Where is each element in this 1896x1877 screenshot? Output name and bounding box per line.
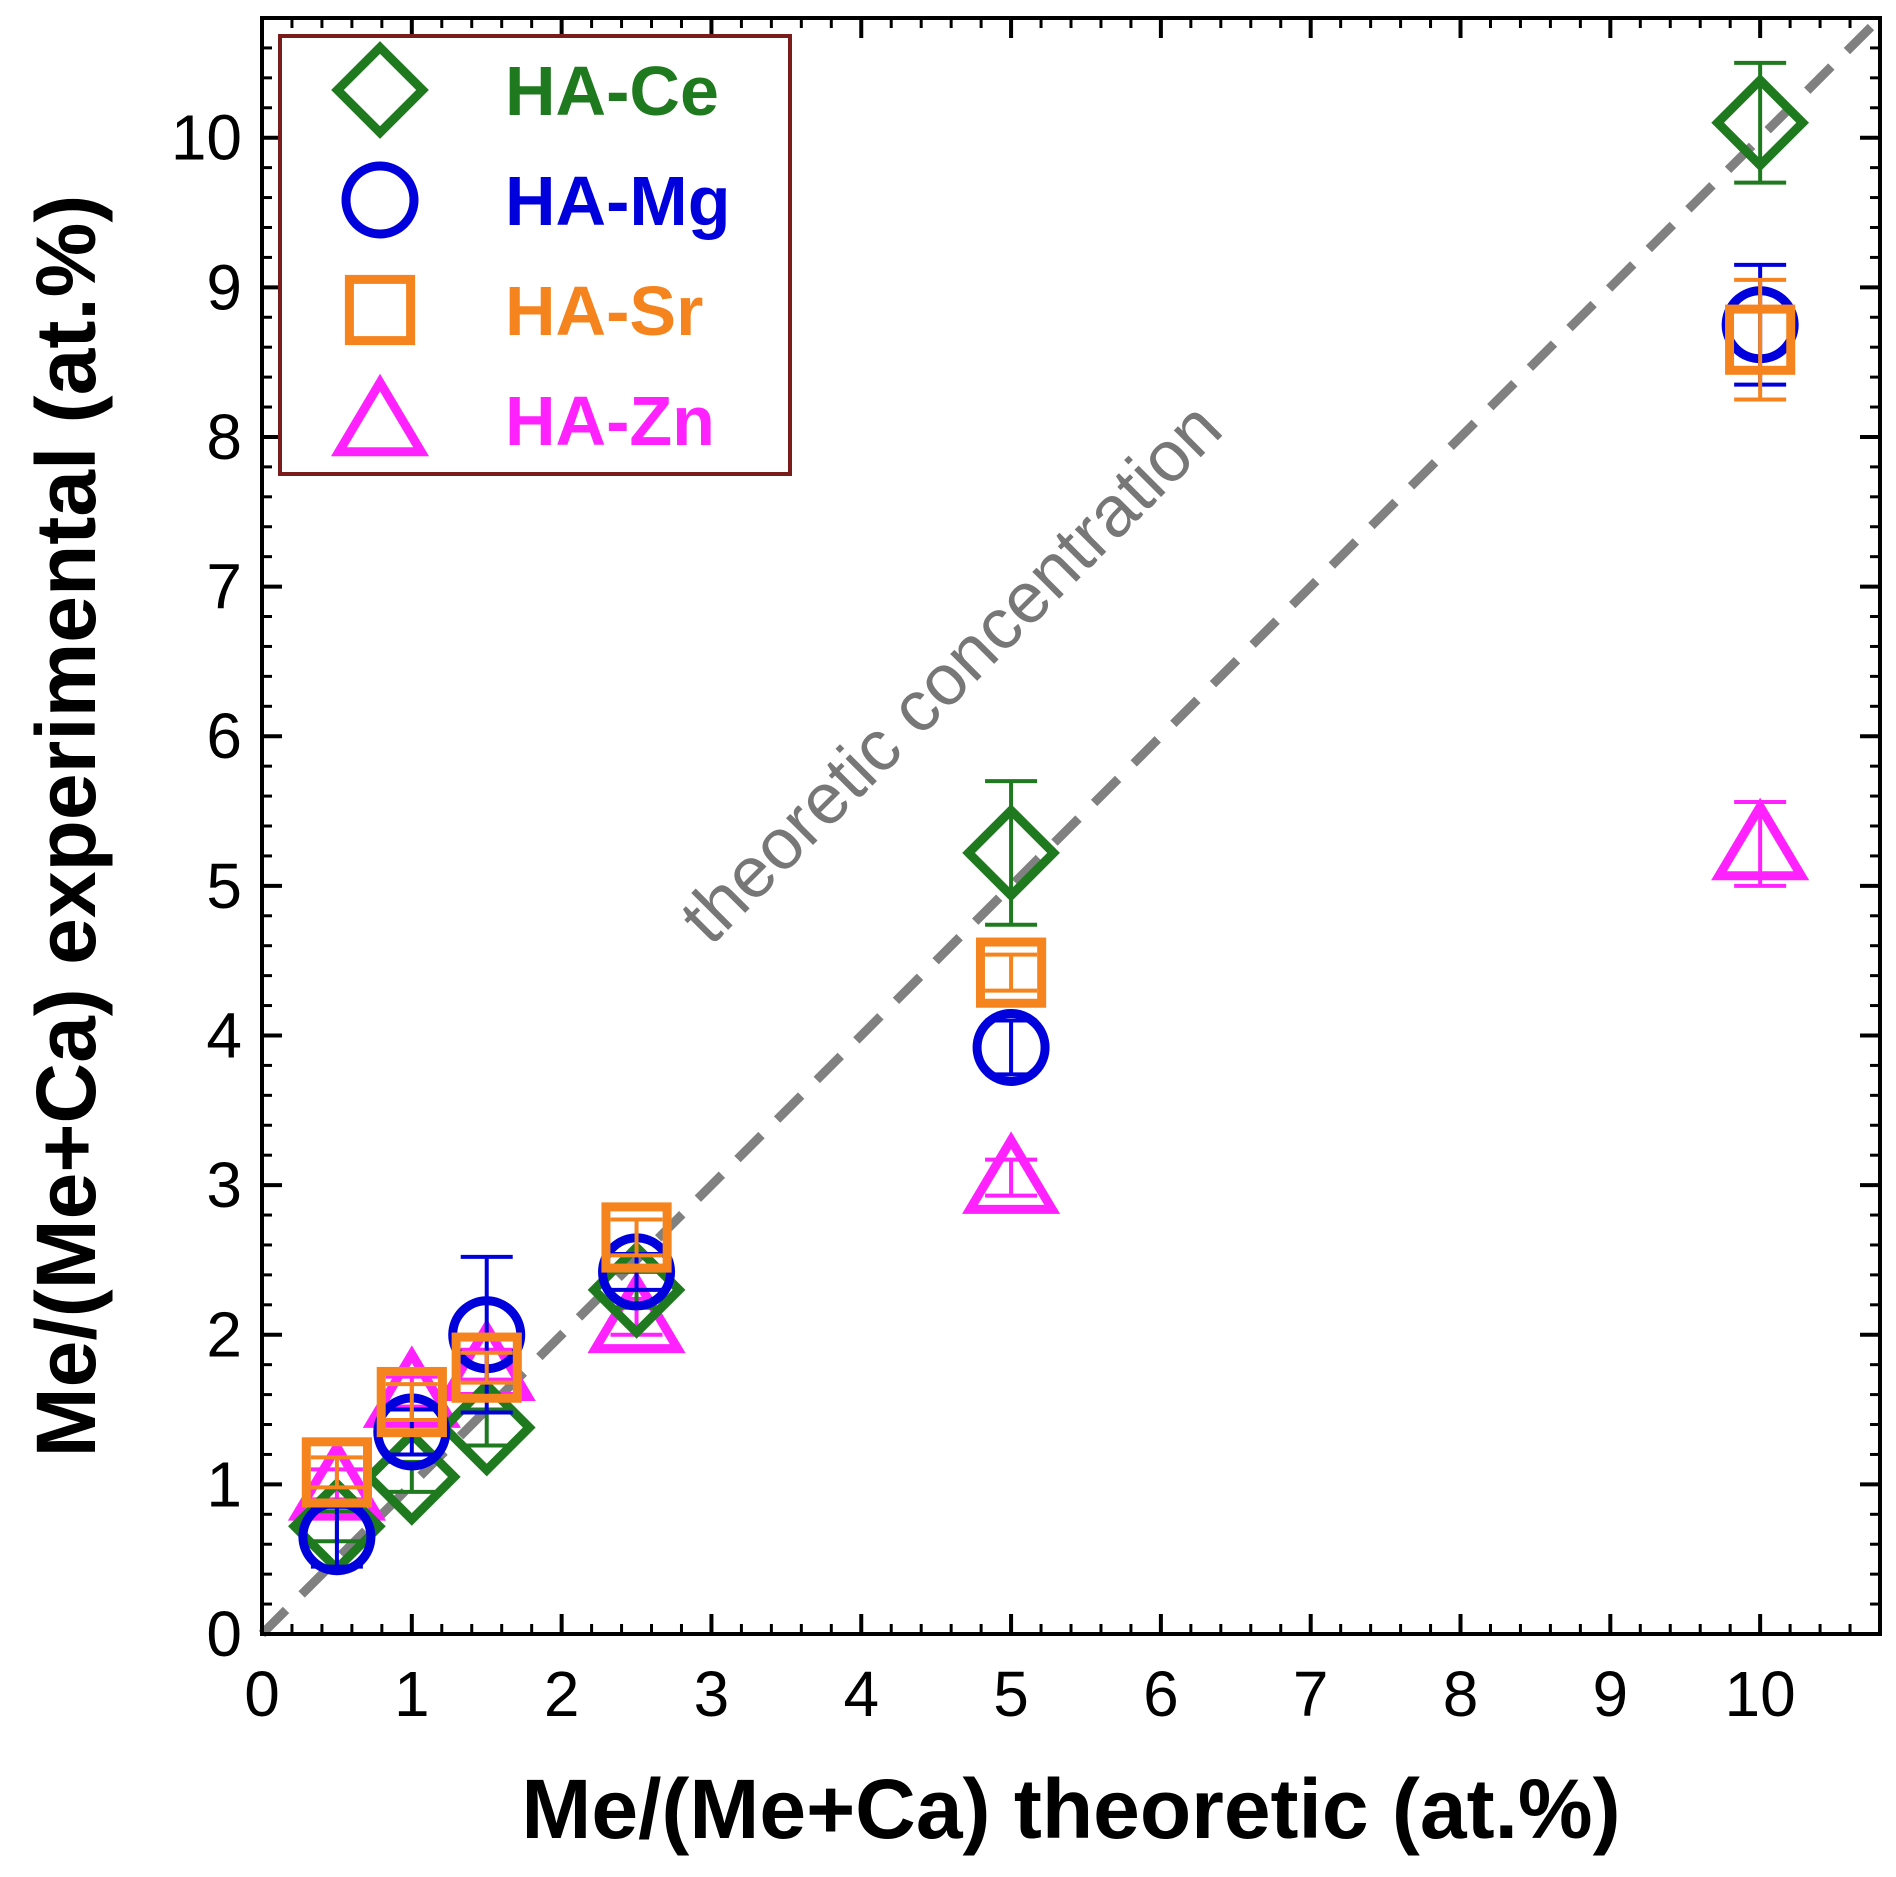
y-tick-label: 6 bbox=[206, 700, 242, 772]
y-tick-label: 3 bbox=[206, 1149, 242, 1221]
x-tick-label: 4 bbox=[843, 1658, 879, 1730]
data-point-HA-Sr bbox=[601, 1202, 672, 1273]
x-tick-label: 5 bbox=[993, 1658, 1029, 1730]
y-tick-label: 1 bbox=[206, 1448, 242, 1520]
data-point-HA-Ce bbox=[962, 804, 1060, 902]
y-tick-label: 7 bbox=[206, 551, 242, 623]
legend: HA-Ce HA-Mg HA-Sr HA-Zn bbox=[278, 34, 792, 476]
y-tick-labels: 0 1 2 3 4 5 6 7 8 9 10 bbox=[171, 102, 242, 1670]
x-tick-label: 3 bbox=[694, 1658, 730, 1730]
x-tick-label: 1 bbox=[394, 1658, 430, 1730]
reference-line bbox=[258, 14, 1884, 1638]
legend-marker-HA-Sr bbox=[344, 274, 416, 346]
legend-marker-HA-Ce bbox=[331, 41, 429, 139]
y-tick-label: 4 bbox=[206, 999, 242, 1071]
reference-line-group bbox=[258, 14, 1884, 1638]
data-point-HA-Sr bbox=[376, 1366, 447, 1438]
data-point-HA-Zn bbox=[962, 1131, 1061, 1214]
legend-label: HA-Zn bbox=[505, 382, 715, 460]
x-tick-label: 9 bbox=[1593, 1658, 1629, 1730]
x-tick-label: 8 bbox=[1443, 1658, 1479, 1730]
legend-label: HA-Sr bbox=[505, 272, 703, 350]
x-tick-label: 2 bbox=[544, 1658, 580, 1730]
legend-label: HA-Mg bbox=[505, 162, 730, 240]
data-point-HA-Ce bbox=[587, 1240, 686, 1339]
legend-label: HA-Ce bbox=[505, 52, 719, 130]
series-HA-Sr bbox=[301, 277, 1796, 1508]
legend-marker-HA-Mg bbox=[341, 161, 419, 239]
y-tick-label: 5 bbox=[206, 850, 242, 922]
data-point-HA-Ce bbox=[1711, 73, 1810, 172]
data-point-HA-Sr bbox=[1725, 304, 1796, 375]
data-point-HA-Zn bbox=[1711, 797, 1810, 881]
x-axis-title: Me/(Me+Ca) theoretic (at.%) bbox=[521, 1762, 1620, 1856]
y-axis-title: Me/(Me+Ca) experimental (at.%) bbox=[19, 195, 113, 1458]
data-point-HA-Sr bbox=[301, 1437, 373, 1508]
y-tick-label: 9 bbox=[206, 251, 242, 323]
data-point-HA-Mg bbox=[972, 1008, 1050, 1086]
series-group bbox=[287, 60, 1810, 1576]
data-point-HA-Sr bbox=[451, 1332, 522, 1403]
axis-ticks bbox=[260, 18, 1880, 1636]
y-tick-label: 2 bbox=[206, 1299, 242, 1371]
data-point-HA-Ce bbox=[362, 1428, 461, 1526]
x-tick-label: 0 bbox=[244, 1658, 280, 1730]
x-tick-label: 10 bbox=[1725, 1658, 1796, 1730]
series-HA-Ce bbox=[288, 60, 1810, 1576]
x-tick-label: 7 bbox=[1293, 1658, 1329, 1730]
y-tick-label: 10 bbox=[171, 102, 242, 174]
y-tick-label: 8 bbox=[206, 401, 242, 473]
y-tick-label: 0 bbox=[206, 1598, 242, 1670]
x-tick-label: 6 bbox=[1143, 1658, 1179, 1730]
data-point-HA-Sr bbox=[975, 937, 1047, 1008]
data-point-HA-Ce bbox=[437, 1378, 536, 1477]
legend-marker-HA-Zn bbox=[330, 373, 430, 457]
x-tick-labels: 0 1 2 3 4 5 6 7 8 9 10 bbox=[244, 1658, 1796, 1730]
